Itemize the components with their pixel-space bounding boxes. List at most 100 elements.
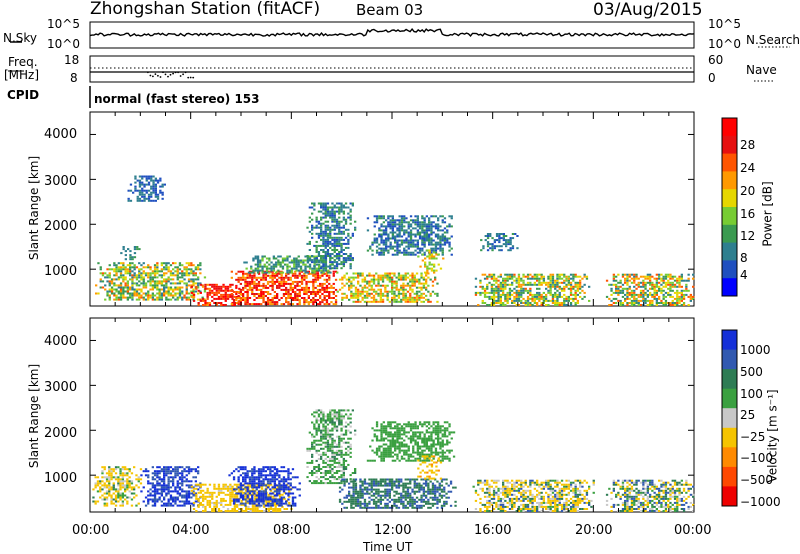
power-cell — [545, 299, 548, 302]
velocity-cell — [199, 483, 202, 486]
power-cell — [163, 274, 166, 277]
velocity-cell — [149, 492, 152, 495]
power-cell — [158, 280, 161, 283]
velocity-cell — [137, 476, 140, 479]
power-cell — [165, 292, 168, 295]
power-cell — [538, 281, 541, 284]
velocity-cell — [163, 478, 166, 481]
power-cell — [513, 273, 516, 276]
power-cell — [526, 299, 530, 302]
power-cell — [311, 202, 314, 205]
power-cell — [138, 179, 142, 182]
power-cell — [124, 270, 127, 273]
power-cell — [531, 295, 534, 298]
velocity-cell — [163, 476, 166, 479]
power-cell — [428, 243, 431, 246]
power-cell — [395, 288, 398, 291]
velocity-cell — [151, 472, 154, 475]
velocity-cell — [313, 435, 316, 438]
power-cell — [430, 215, 433, 218]
velocity-cell — [242, 491, 246, 494]
power-cell — [248, 274, 252, 277]
velocity-cell — [251, 470, 254, 473]
velocity-cell — [194, 476, 197, 479]
power-cell — [630, 304, 634, 306]
power-cell — [244, 286, 247, 289]
velocity-cell — [172, 496, 175, 499]
power-cell — [418, 296, 421, 299]
power-cell — [569, 285, 573, 288]
velocity-cell — [197, 488, 200, 491]
power-cell — [422, 300, 425, 303]
power-cell — [511, 237, 515, 240]
velocity-cell — [167, 490, 170, 493]
power-cell — [381, 284, 385, 287]
velocity-cell — [103, 468, 106, 471]
power-cell — [522, 275, 525, 278]
velocity-cell — [190, 480, 193, 483]
power-cell — [574, 285, 577, 288]
power-cell — [338, 208, 341, 211]
velocity-cell — [167, 486, 170, 489]
power-cell — [197, 276, 200, 279]
power-cell — [495, 277, 498, 280]
freq-label-line1: Freq. — [8, 55, 38, 69]
power-cell — [237, 270, 240, 273]
velocity-cell — [224, 510, 227, 512]
power-cell — [655, 279, 658, 282]
velocity-cell — [178, 500, 182, 503]
velocity-cell — [246, 488, 249, 491]
power-cell — [398, 235, 401, 238]
power-cell — [409, 298, 412, 301]
power-cell — [381, 276, 385, 279]
power-cell — [676, 279, 679, 282]
power-cell — [248, 282, 252, 285]
velocity-cell — [117, 488, 120, 491]
power-cell — [414, 245, 417, 248]
power-cell — [554, 304, 557, 306]
velocity-cell — [317, 423, 321, 426]
velocity-cell — [117, 480, 120, 483]
power-cell — [124, 276, 127, 279]
power-cell — [660, 279, 663, 282]
power-cell — [156, 280, 159, 283]
power-cell — [366, 274, 369, 277]
velocity-cell — [187, 490, 191, 493]
power-cell — [153, 264, 157, 267]
velocity-cell — [163, 502, 166, 505]
power-cell — [409, 225, 413, 228]
power-cell — [504, 287, 507, 290]
power-cell — [340, 255, 343, 257]
power-cell — [644, 299, 647, 302]
velocity-cell — [272, 508, 275, 510]
power-cell — [206, 291, 209, 294]
power-cell — [415, 280, 419, 283]
power-cell — [151, 284, 154, 287]
power-cell — [315, 249, 318, 251]
velocity-cell — [269, 505, 273, 508]
velocity-cell — [185, 492, 188, 495]
power-cell — [639, 293, 643, 296]
power-cell — [406, 296, 410, 299]
power-cell — [331, 220, 334, 223]
velocity-cell — [274, 505, 277, 508]
velocity-cell — [294, 504, 297, 507]
velocity-cell — [156, 482, 159, 485]
velocity-cell — [103, 486, 106, 489]
power-cell — [248, 280, 252, 283]
velocity-cell — [280, 466, 283, 469]
power-cell — [331, 236, 334, 239]
velocity-cell — [271, 470, 274, 473]
power-cell — [542, 297, 545, 300]
power-cell — [418, 221, 422, 224]
power-cell — [282, 288, 286, 291]
velocity-cell — [276, 470, 279, 473]
power-cell — [326, 228, 330, 231]
velocity-cell — [96, 482, 100, 485]
power-cell — [326, 210, 330, 213]
power-cell — [314, 299, 317, 301]
power-cell — [317, 222, 321, 225]
power-cell — [324, 214, 327, 217]
power-cell — [119, 272, 123, 275]
power-cell — [335, 232, 339, 235]
